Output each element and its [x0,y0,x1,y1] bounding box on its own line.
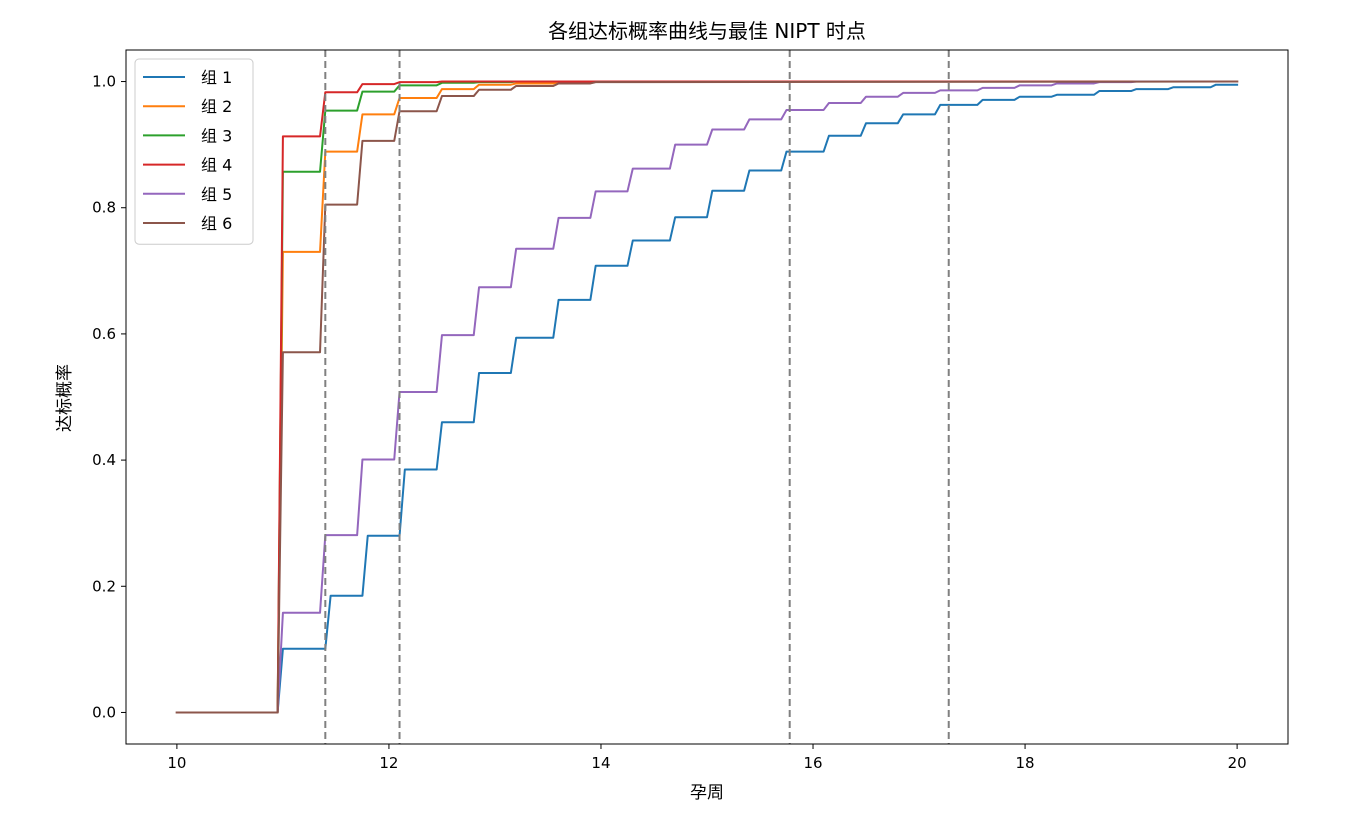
series-line-5 [175,80,1239,714]
legend: 组 1 组 2 组 3 组 4 组 5 组 6 [134,58,254,245]
x-tick-label: 12 [379,754,398,772]
y-tick-label: 0.8 [92,199,116,217]
series-group [175,80,1239,714]
y-tick-label: 0.2 [92,577,116,595]
x-tick-label: 14 [591,754,610,772]
legend-label-5: 组 5 [201,185,232,204]
x-tick-label: 10 [167,754,186,772]
x-tick-label: 20 [1228,754,1247,772]
axes-frame [125,49,1289,745]
y-tick-label: 0.0 [92,703,116,721]
series-line-4 [175,80,1239,714]
x-tick-label: 18 [1016,754,1035,772]
series-line-3 [175,80,1239,714]
legend-box [134,58,254,245]
y-tick-label: 0.6 [92,325,116,343]
y-axis-label: 达标概率 [55,364,75,432]
series-line-2 [175,80,1239,714]
legend-label-2: 组 2 [201,97,232,116]
legend-label-6: 组 6 [201,214,232,233]
chart-title: 各组达标概率曲线与最佳 NIPT 时点 [548,19,866,43]
series-line-6 [175,80,1239,714]
plot-area [175,50,1239,744]
y-tick-label: 0.4 [92,451,116,469]
series-line-1 [175,83,1239,714]
x-axis-label: 孕周 [690,783,724,803]
axes: 10 12 14 16 18 20 0.0 0.2 0.4 0.6 0.8 1.0 [92,49,1289,772]
legend-label-1: 组 1 [201,68,232,87]
x-tick-label: 16 [803,754,822,772]
y-tick-label: 1.0 [92,73,116,91]
legend-label-3: 组 3 [201,126,232,145]
legend-label-4: 组 4 [201,156,232,175]
